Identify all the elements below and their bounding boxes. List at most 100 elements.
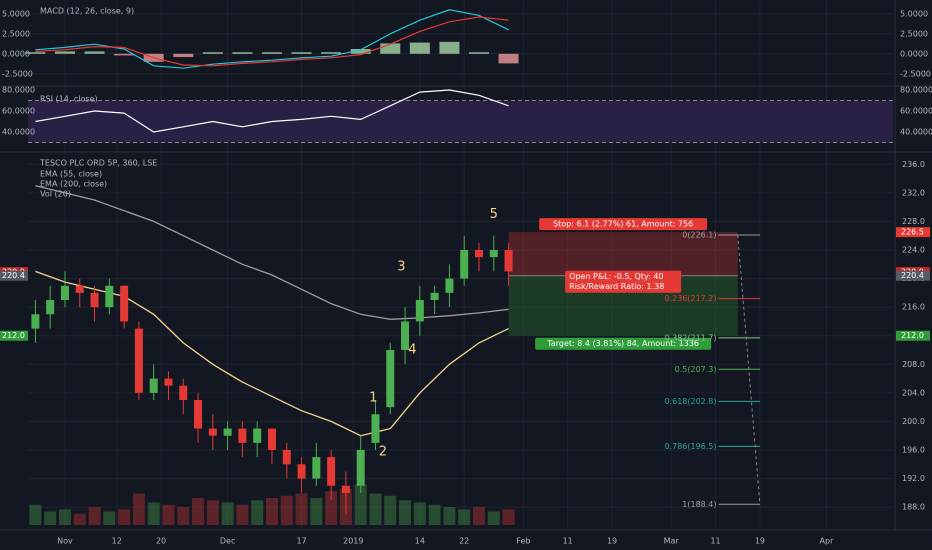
- candle-body: [415, 300, 424, 322]
- volume-bar: [73, 513, 86, 525]
- wave-label: 5: [490, 207, 498, 222]
- candle-body: [267, 428, 276, 450]
- candle-body: [489, 250, 498, 258]
- y-tick-label: 40.0000: [900, 128, 932, 137]
- volume-bar: [428, 504, 441, 525]
- histogram-bar: [468, 52, 489, 54]
- candle-body: [430, 292, 439, 300]
- volume-bar: [132, 493, 145, 525]
- pane-title: RSI (14, close): [40, 95, 98, 104]
- y-tick-label: -2.5000: [2, 69, 33, 78]
- wave-label: 2: [379, 445, 387, 460]
- x-tick-label: Apr: [820, 537, 835, 546]
- histogram-bar: [498, 53, 519, 64]
- volume-bar: [354, 484, 367, 525]
- y-tick-label: 196.0: [902, 446, 925, 455]
- y-tick-label: 224.0: [902, 246, 925, 255]
- y-tick-label: 192.0: [902, 474, 925, 483]
- histogram-bar: [25, 52, 46, 54]
- fib-label: 0.618(202.8): [664, 397, 716, 406]
- label-box: [565, 270, 682, 293]
- candle-body: [179, 385, 188, 400]
- volume-bar: [310, 498, 323, 525]
- price-badge-label: 212.0: [901, 331, 924, 340]
- volume-bar: [118, 509, 131, 525]
- volume-bar: [251, 500, 264, 525]
- candle-body: [31, 314, 40, 329]
- volume-bar: [458, 509, 471, 525]
- volume-bar: [384, 495, 397, 525]
- y-tick-label: 236.0: [902, 160, 925, 169]
- y-tick-label: 80.0000: [2, 86, 35, 95]
- y-tick-label: 80.0000: [900, 86, 932, 95]
- volume-bar: [103, 511, 116, 525]
- rsi-band: [28, 100, 893, 143]
- x-tick-label: Feb: [516, 537, 530, 546]
- y-tick-label: 188.0: [902, 503, 925, 512]
- volume-bar: [44, 511, 57, 525]
- volume-bar: [162, 504, 175, 525]
- volume-bar: [295, 493, 308, 525]
- position-label: Risk/Reward Ratio: 1.38: [569, 282, 664, 291]
- y-tick-label: 216.0: [902, 303, 925, 312]
- candle-body: [120, 285, 129, 322]
- volume-bar: [487, 511, 500, 525]
- histogram-bar: [350, 49, 371, 54]
- candle-body: [75, 285, 84, 293]
- x-tick-label: Nov: [57, 537, 73, 546]
- volume-bar: [177, 507, 190, 525]
- volume-bar: [29, 504, 42, 525]
- wave-label: 3: [397, 260, 405, 275]
- histogram-bar: [202, 52, 223, 54]
- volume-bar: [369, 493, 382, 525]
- x-tick-label: 14: [415, 537, 425, 546]
- y-tick-label: 232.0: [902, 188, 925, 197]
- y-tick-label: 204.0: [902, 388, 925, 397]
- x-tick-label: 12: [112, 537, 122, 546]
- candle-body: [356, 450, 365, 486]
- position-label: Open P&L: -0.5, Qty: 40: [569, 272, 663, 281]
- y-tick-label: 60.0000: [900, 107, 932, 116]
- volume-bar: [147, 502, 160, 525]
- x-tick-label: 11: [563, 537, 573, 546]
- y-tick-label: 2.5000: [2, 29, 30, 38]
- volume-bar: [443, 507, 456, 525]
- volume-bar: [206, 500, 219, 525]
- price-badge-label: 226.5: [901, 228, 924, 237]
- candle-body: [371, 414, 380, 443]
- wave-label: 1: [369, 390, 377, 405]
- candle-body: [401, 321, 410, 350]
- candle-body: [194, 400, 203, 429]
- volume-bar: [325, 491, 338, 525]
- price-badge: [896, 227, 930, 238]
- volume-bar: [265, 498, 278, 525]
- y-tick-label: 2.5000: [900, 29, 928, 38]
- ema-line: [35, 270, 509, 437]
- candle-body: [164, 378, 173, 386]
- price-badge-label: 212.0: [2, 331, 25, 340]
- x-tick-label: 17: [296, 537, 306, 546]
- candle-body: [223, 428, 232, 436]
- histogram-bar: [232, 52, 253, 54]
- fib-label: 0.5(207.3): [675, 365, 717, 374]
- legend-entry: EMA (200, close): [40, 180, 107, 189]
- histogram-bar: [409, 42, 430, 54]
- candle-body: [90, 292, 99, 308]
- volume-bar: [236, 504, 249, 525]
- volume-bar: [399, 500, 412, 525]
- y-tick-label: 40.0000: [2, 128, 35, 137]
- price-badge: [0, 330, 28, 341]
- y-tick-label: 208.0: [902, 360, 925, 369]
- candle-body: [460, 250, 469, 279]
- candle-body: [445, 278, 454, 293]
- fib-label: 0.382(211.7): [664, 333, 716, 342]
- candle-body: [105, 285, 114, 308]
- candle-body: [134, 328, 143, 393]
- candle-body: [474, 250, 483, 258]
- legend-entry: EMA (55, close): [40, 170, 102, 179]
- label-box: [539, 218, 708, 231]
- stop-zone: [508, 232, 738, 276]
- volume-bar: [88, 507, 101, 525]
- candle-body: [60, 285, 69, 300]
